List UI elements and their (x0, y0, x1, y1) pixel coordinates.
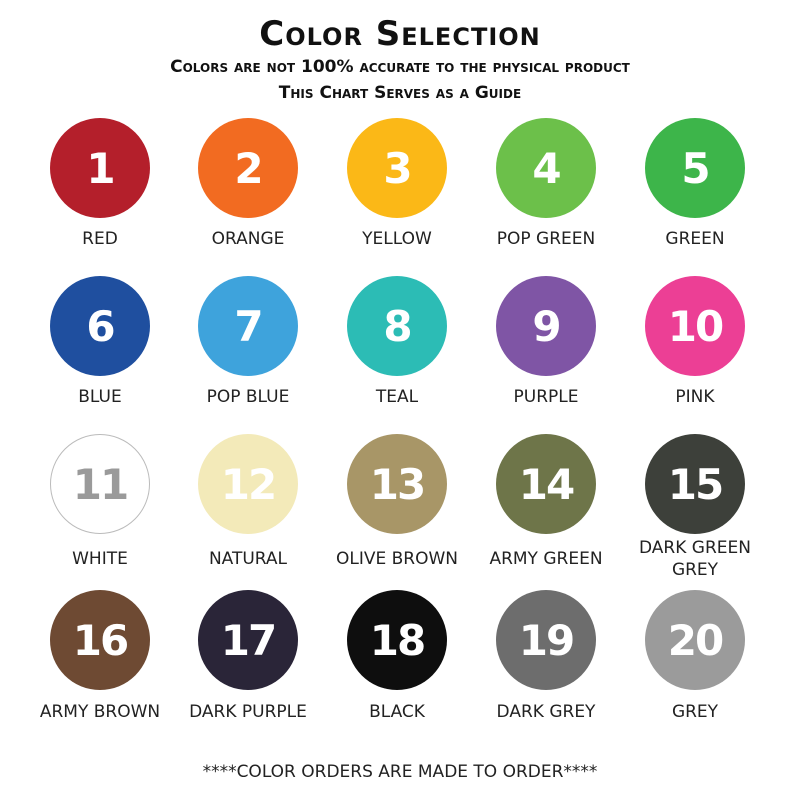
color-name: DARK GREY (496, 702, 596, 722)
color-number: 3 (383, 143, 412, 193)
color-swatch: 16 (50, 590, 150, 690)
color-swatch: 7 (198, 276, 298, 376)
color-swatch: 12 (198, 434, 298, 534)
color-name: YELLOW (362, 229, 432, 249)
color-name: PINK (675, 387, 715, 407)
color-swatch: 15 (645, 434, 745, 534)
color-swatch: 18 (347, 590, 447, 690)
color-swatch: 6 (50, 276, 150, 376)
color-number: 6 (86, 301, 115, 351)
color-number: 15 (667, 459, 724, 509)
color-name: OLIVE BROWN (335, 549, 459, 569)
color-number: 8 (383, 301, 412, 351)
color-swatch: 17 (198, 590, 298, 690)
color-number: 7 (234, 301, 263, 351)
color-swatch: 10 (645, 276, 745, 376)
color-name: POP BLUE (206, 387, 290, 407)
color-name: GREEN (665, 229, 725, 249)
color-number: 5 (681, 143, 710, 193)
color-swatch: 11 (50, 434, 150, 534)
color-number: 1 (86, 143, 115, 193)
color-name: ORANGE (211, 229, 285, 249)
color-name: TEAL (375, 387, 419, 407)
guide-note: This Chart Serves as a Guide (278, 83, 522, 103)
color-name: RED (82, 229, 118, 249)
color-swatch: 4 (496, 118, 596, 218)
color-number: 19 (518, 615, 575, 665)
color-swatch: 20 (645, 590, 745, 690)
color-swatch: 13 (347, 434, 447, 534)
color-number: 2 (234, 143, 263, 193)
color-number: 16 (72, 615, 129, 665)
color-number: 12 (220, 459, 277, 509)
color-swatch: 9 (496, 276, 596, 376)
color-swatch: 3 (347, 118, 447, 218)
color-swatch: 19 (496, 590, 596, 690)
color-swatch: 5 (645, 118, 745, 218)
color-name: ARMY GREEN (489, 549, 603, 569)
color-swatch: 14 (496, 434, 596, 534)
color-name: WHITE (72, 549, 128, 569)
color-name: BLUE (78, 387, 122, 407)
color-name: DARK GREEN GREY (639, 538, 751, 580)
color-swatch: 8 (347, 276, 447, 376)
accuracy-disclaimer: Colors are not 100% accurate to the phys… (170, 57, 630, 77)
color-number: 11 (72, 459, 129, 509)
color-number: 13 (369, 459, 426, 509)
color-swatch: 1 (50, 118, 150, 218)
color-number: 17 (220, 615, 277, 665)
color-name: PURPLE (513, 387, 579, 407)
color-name: ARMY BROWN (39, 702, 161, 722)
color-name: GREY (671, 702, 719, 722)
color-number: 10 (667, 301, 724, 351)
color-number: 20 (667, 615, 724, 665)
color-number: 4 (532, 143, 561, 193)
page-title: Color Selection (259, 14, 541, 54)
color-name: DARK PURPLE (189, 702, 307, 722)
made-to-order-note: ****COLOR ORDERS ARE MADE TO ORDER**** (202, 762, 598, 782)
color-name: BLACK (369, 702, 425, 722)
color-number: 14 (518, 459, 575, 509)
color-name: NATURAL (208, 549, 288, 569)
color-number: 18 (369, 615, 426, 665)
color-number: 9 (532, 301, 561, 351)
color-swatch: 2 (198, 118, 298, 218)
color-name: POP GREEN (496, 229, 596, 249)
